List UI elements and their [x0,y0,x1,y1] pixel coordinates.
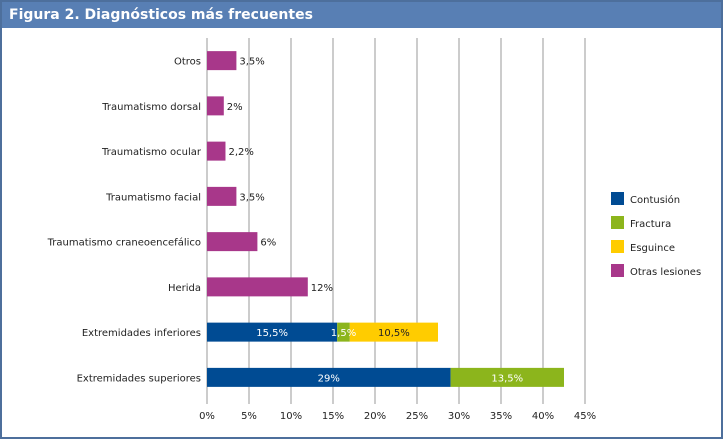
category-label: Otros [174,57,201,68]
x-tick-label: 15% [322,411,344,422]
bar-contusión [207,322,338,342]
bar-chart: 3,5% 2% 2,2% 3,5% 6% 12% 15,5% 1,5% 10,5% 29% 13,5… [47,38,701,422]
data-label: 6% [260,238,276,249]
category-label: Extremidades inferiores [82,328,201,339]
x-tick-label: 20% [364,411,386,422]
data-label: 12% [311,283,333,294]
bar-fractura [337,322,350,342]
chart-title: Figura 2. Diagnósticos más frecuentes [2,2,721,28]
bar-otras-lesiones [207,96,224,116]
category-label: Traumatismo craneoencefálico [47,237,201,249]
x-tick-label: 25% [406,411,428,422]
bar-otras-lesiones [207,51,237,71]
data-label: 3,5% [239,57,264,68]
data-label: 2% [227,102,243,113]
data-label: 2,2% [228,147,253,158]
axis: 0% 5% 10% 15% 20% 25% 30% 35% 40% 45% Otros Traumat… [47,57,596,422]
legend-swatch-contusión [611,192,624,205]
category-label: Herida [168,283,201,294]
x-tick-label: 10% [280,411,302,422]
x-tick-label: 35% [490,411,512,422]
data-labels: 3,5% 2% 2,2% 3,5% 6% 12% 15,5% 1,5% 10,5% 29% 13,5… [227,57,523,385]
bar-esguince [349,322,438,342]
data-label: 15,5% [256,328,288,339]
x-tick-label: 40% [532,411,554,422]
legend-swatch-esguince [611,240,624,253]
bar-otras-lesiones [207,186,237,206]
category-label: Extremidades superiores [77,373,201,384]
data-label: 29% [318,373,340,384]
legend-swatch-otras-lesiones [611,264,624,277]
x-tick-label: 30% [448,411,470,422]
category-label: Traumatismo dorsal [101,102,201,113]
data-label: 10,5% [378,328,410,339]
legend-label: Contusión [630,194,680,206]
bar-otras-lesiones [207,141,226,161]
bar-contusión [207,367,451,387]
legend-label: Fractura [630,219,671,230]
data-label: 1,5% [331,328,356,339]
bar-otras-lesiones [207,232,258,252]
x-tick-label: 0% [199,411,215,422]
legend-label: Otras lesiones [630,267,701,278]
bar-otras-lesiones [207,277,308,297]
legend-swatch-fractura [611,216,624,229]
legend-label: Esguince [630,243,675,254]
bar-fractura [450,367,564,387]
category-label: Traumatismo ocular [101,147,202,158]
x-tick-label: 45% [574,411,596,422]
category-label: Traumatismo facial [105,192,201,203]
data-label: 3,5% [239,192,264,203]
gridlines [206,38,586,404]
data-label: 13,5% [491,373,523,384]
legend: Contusión Fractura Esguince Otras lesiones [611,192,701,278]
bars [207,51,564,387]
x-tick-label: 5% [241,411,257,422]
